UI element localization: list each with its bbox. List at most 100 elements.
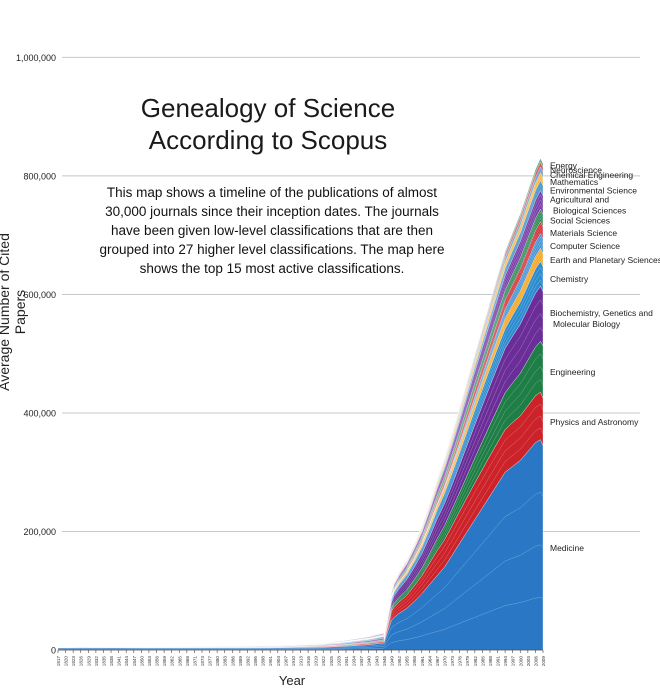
sub-stream-line: [57, 403, 544, 648]
x-tick-label: 1988: [488, 656, 493, 667]
sub-stream-line: [57, 167, 544, 648]
x-tick-label: 1892: [245, 656, 250, 667]
x-tick-label: 1973: [450, 656, 455, 667]
sub-stream-line: [57, 251, 544, 648]
y-axis: 0 200,000 400,000 600,000 800,000 1,000,000: [16, 53, 56, 656]
x-tick-label: 1976: [458, 656, 463, 667]
y-tick-label: 800,000: [23, 171, 56, 181]
sub-stream-line: [57, 184, 544, 648]
sub-stream-line: [57, 313, 544, 648]
sub-stream-line: [57, 182, 544, 648]
x-tick-label: 1862: [170, 656, 175, 667]
x-tick-label: 1931: [344, 656, 349, 667]
y-tick-label: 1,000,000: [16, 53, 56, 63]
legend-label: Biochemistry, Genetics and Molecular Biol…: [550, 308, 653, 329]
sub-stream-line: [57, 299, 544, 648]
legend-label: Physics and Astronomy: [550, 417, 639, 427]
x-tick-label: 1901: [268, 656, 273, 667]
gridlines: [62, 56, 640, 532]
x-tick-label: 1907: [283, 656, 288, 667]
x-tick-label: 1883: [223, 656, 228, 667]
x-tick-label: 1928: [336, 656, 341, 667]
x-tick-label: 1826: [79, 656, 84, 667]
chart-title: Genealogy of Science According to Scopus: [108, 92, 428, 156]
x-tick-label: 1997: [511, 656, 516, 667]
legend-label: Neuroscience: [550, 165, 602, 175]
x-tick-label: 1916: [306, 656, 311, 667]
x-tick-label: 2009: [541, 656, 546, 667]
sub-stream-line: [57, 224, 544, 648]
sub-stream-line: [57, 327, 544, 648]
y-tick-label: 0: [51, 646, 56, 656]
x-tick-label: 1904: [276, 656, 281, 667]
sub-stream-line: [57, 214, 544, 648]
x-tick-label: 1880: [215, 656, 220, 667]
sub-stream-line: [58, 597, 544, 650]
x-tick-label: 1967: [435, 656, 440, 667]
x-tick-label: 1922: [321, 656, 326, 667]
sub-stream-line: [57, 227, 544, 648]
sub-stream-line: [57, 267, 544, 648]
legend-label: Medicine: [550, 543, 584, 553]
x-tick-label: 1877: [208, 656, 213, 667]
sub-stream-line: [57, 164, 544, 648]
legend-label: Materials Science: [550, 228, 617, 238]
sub-stream-line: [57, 254, 544, 648]
sub-stream-line: [57, 162, 544, 648]
x-tick-label: 1952: [397, 656, 402, 667]
sub-stream-line: [57, 279, 544, 648]
x-tick-label: 1868: [185, 656, 190, 667]
legend-label: Agricultural and Biological Sciences: [550, 195, 626, 216]
x-tick-label: 1838: [109, 656, 114, 667]
x-tick-label: 1874: [200, 656, 205, 667]
x-tick-label: 1949: [389, 656, 394, 667]
legend-label: Computer Science: [550, 241, 620, 251]
sub-stream-line: [57, 236, 544, 648]
sub-stream-line: [57, 194, 544, 648]
x-tick-label: 1889: [238, 656, 243, 667]
sub-stream-line: [57, 257, 544, 648]
sub-stream-line: [57, 366, 544, 648]
x-axis: 1817 1820 1823 1826 1829 1832 1835 1838 1841 1844…: [56, 649, 546, 667]
x-tick-label: 1964: [427, 656, 432, 667]
x-tick-label: 1832: [94, 656, 99, 667]
legend-label: Chemistry: [550, 274, 589, 284]
y-tick-label: 200,000: [23, 527, 56, 537]
x-tick-label: 1934: [352, 656, 357, 667]
x-tick-label: 1910: [291, 656, 296, 667]
x-tick-label: 1847: [132, 656, 137, 667]
sub-stream-line: [57, 353, 544, 648]
x-tick-label: 1850: [139, 656, 144, 667]
y-tick-label: 400,000: [23, 408, 56, 418]
sub-stream-lines: [57, 158, 544, 650]
sub-stream-line: [57, 415, 544, 648]
sub-stream-line: [57, 169, 544, 648]
sub-stream-line: [57, 379, 544, 648]
sub-stream-line: [57, 177, 544, 648]
y-axis-label: Average Number of Cited Papers: [0, 233, 28, 391]
sub-stream-line: [57, 244, 544, 648]
x-tick-label: 1856: [155, 656, 160, 667]
sub-stream-line: [57, 199, 544, 648]
sub-stream-line: [57, 229, 544, 648]
x-tick-label: 1898: [261, 656, 266, 667]
legend-label: Environmental Science: [550, 186, 637, 196]
chart-title-line-2: According to Scopus: [148, 125, 388, 155]
x-tick-label: 1925: [329, 656, 334, 667]
x-tick-label: 1955: [405, 656, 410, 667]
x-tick-label: 2000: [518, 656, 523, 667]
x-tick-label: 1970: [442, 656, 447, 667]
sub-stream-line: [57, 165, 544, 648]
x-axis-label: Year: [278, 673, 306, 688]
x-tick-label: 1841: [117, 656, 122, 667]
x-tick-label: 1940: [367, 656, 372, 667]
y-tick-label: 600,000: [23, 290, 56, 300]
x-tick-label: 1961: [420, 656, 425, 667]
sub-stream-line: [57, 211, 544, 648]
legend-label: Chemical Engineering: [550, 170, 633, 180]
sub-stream-line: [58, 544, 544, 650]
x-tick-label: 1946: [382, 656, 387, 667]
x-tick-label: 1823: [71, 656, 76, 667]
legend-label: Engineering: [550, 367, 596, 377]
